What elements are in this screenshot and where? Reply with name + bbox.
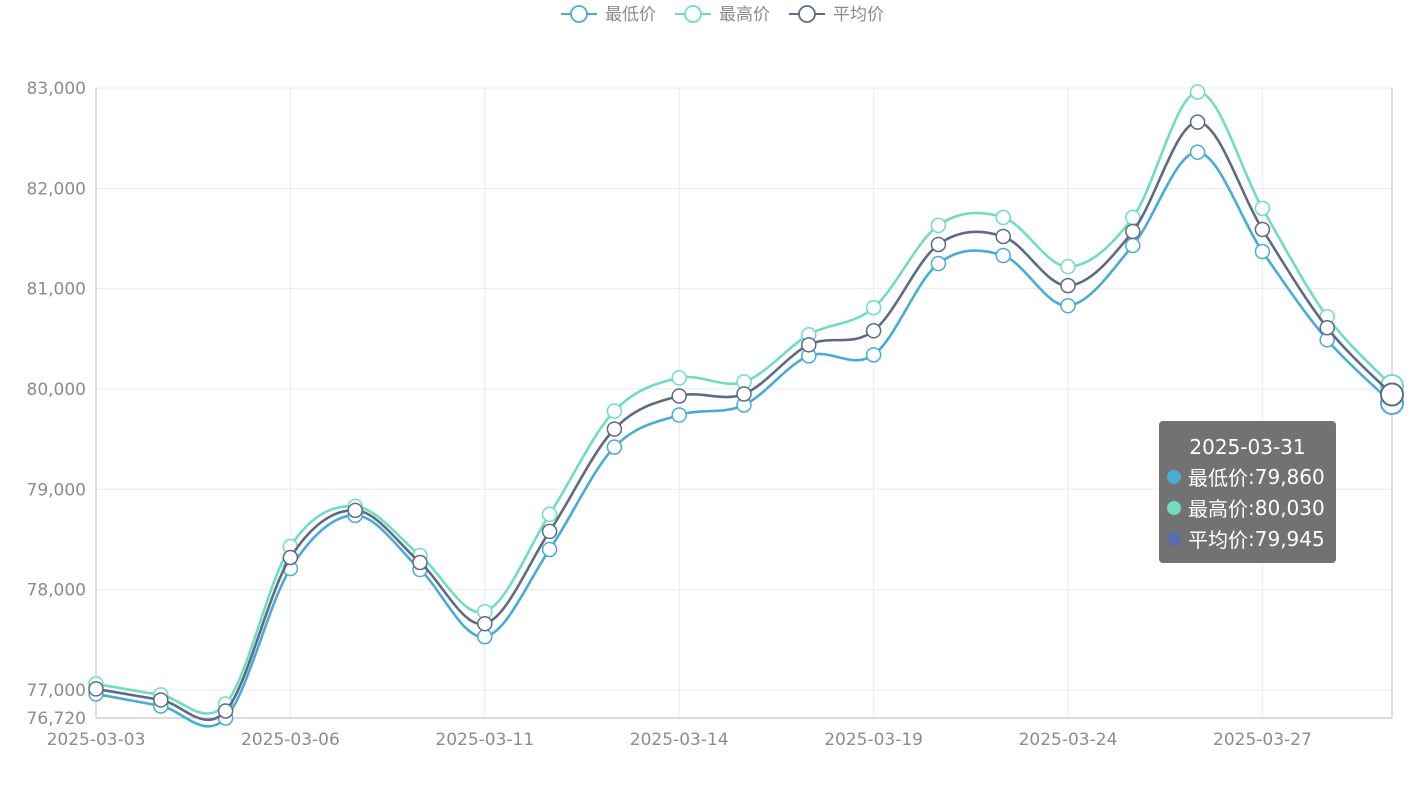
tooltip-separator: :	[1248, 464, 1255, 489]
data-point-avg[interactable]	[541, 523, 558, 540]
data-point-low[interactable]	[1189, 144, 1206, 160]
data-point-avg[interactable]	[153, 692, 169, 708]
legend-item-low[interactable]: 最低价	[561, 5, 656, 25]
y-tick-label: 83,000	[27, 79, 86, 99]
x-tick-label: 2025-03-06	[241, 730, 340, 750]
tooltip-row-high: 最高价: 80,030	[1159, 492, 1336, 523]
y-tick-label: 77,000	[27, 681, 86, 701]
data-point-high[interactable]	[606, 403, 623, 419]
data-point-avg[interactable]	[865, 323, 882, 339]
data-point-high[interactable]	[1189, 84, 1206, 100]
legend[interactable]: 最低价 最高价 平均价	[561, 5, 884, 25]
data-point-avg[interactable]	[1319, 320, 1335, 336]
data-point-avg[interactable]	[1380, 382, 1404, 407]
y-tick-label: 79,000	[27, 480, 86, 500]
grid-layer	[96, 87, 1392, 718]
data-point-avg[interactable]	[1125, 223, 1141, 240]
data-point-high[interactable]	[671, 370, 687, 386]
data-point-high[interactable]	[865, 299, 882, 316]
data-point-avg[interactable]	[88, 681, 104, 697]
data-point-low[interactable]	[1060, 297, 1076, 314]
data-point-avg[interactable]	[801, 337, 817, 353]
data-point-avg[interactable]	[347, 502, 363, 519]
legend-marker-high	[684, 5, 702, 23]
data-point-avg[interactable]	[1060, 277, 1076, 294]
legend-marker-low	[570, 5, 588, 23]
data-point-low[interactable]	[541, 541, 558, 558]
data-point-avg[interactable]	[412, 554, 428, 571]
x-tick-label: 2025-03-19	[824, 730, 923, 750]
series-avg	[88, 114, 1404, 722]
data-point-low[interactable]	[1125, 237, 1141, 254]
series-layer	[88, 84, 1404, 728]
x-tick-label: 2025-03-03	[47, 730, 146, 750]
legend-item-high[interactable]: 最高价	[675, 5, 770, 25]
tooltip-row-low: 最低价: 79,860	[1159, 461, 1336, 492]
data-point-high[interactable]	[995, 209, 1011, 226]
y-axis-min-label: 76,720	[27, 709, 86, 729]
data-point-low[interactable]	[606, 439, 623, 455]
tooltip-high-value: 80,030	[1254, 495, 1325, 520]
tooltip-high-dot	[1167, 500, 1181, 515]
data-point-avg[interactable]	[995, 228, 1011, 245]
data-point-low[interactable]	[671, 407, 687, 423]
tooltip-low-name: 最低价	[1188, 466, 1248, 490]
data-point-avg[interactable]	[736, 386, 752, 402]
tooltip-separator: :	[1248, 526, 1255, 551]
legend-label-avg: 平均价	[833, 5, 884, 25]
y-tick-label: 82,000	[27, 179, 86, 199]
data-point-low[interactable]	[1254, 243, 1271, 260]
tooltip-avg-value: 79,945	[1254, 526, 1325, 551]
data-point-avg[interactable]	[217, 703, 234, 719]
tooltip-low-value: 79,860	[1254, 464, 1325, 489]
legend-label-low: 最低价	[605, 5, 656, 25]
x-tick-label: 2025-03-14	[630, 730, 729, 750]
tooltip-row-avg: 平均价: 79,945	[1159, 523, 1336, 554]
axis-layer: 77,000 78,000 79,000 80,000 81,000 82,000 83,0…	[27, 79, 1393, 750]
data-point-high[interactable]	[1060, 258, 1076, 275]
legend-label-high: 最高价	[719, 5, 770, 25]
x-tick-label: 2025-03-11	[435, 730, 534, 750]
y-tick-label: 80,000	[27, 380, 86, 400]
tooltip-separator: :	[1248, 495, 1255, 520]
x-tick-label: 2025-03-24	[1019, 730, 1118, 750]
data-point-high[interactable]	[541, 506, 558, 523]
tooltip-date: 2025-03-31	[1189, 435, 1306, 459]
chart-tooltip: 2025-03-31 最低价: 79,860 最高价: 80,030 平均价: …	[1159, 421, 1336, 563]
y-tick-label: 81,000	[27, 280, 86, 300]
y-tick-label: 78,000	[27, 581, 86, 601]
data-point-high[interactable]	[1254, 200, 1271, 217]
data-point-avg[interactable]	[1254, 221, 1271, 238]
data-point-avg[interactable]	[671, 388, 687, 404]
x-tick-label: 2025-03-27	[1213, 730, 1312, 750]
data-point-avg[interactable]	[477, 615, 493, 632]
tooltip-avg-name: 平均价	[1188, 528, 1248, 552]
data-point-low[interactable]	[865, 347, 882, 363]
legend-marker-avg	[798, 5, 816, 23]
data-point-avg[interactable]	[930, 236, 947, 253]
series-low	[88, 144, 1404, 728]
data-point-low[interactable]	[477, 628, 493, 645]
tooltip-high-name: 最高价	[1188, 497, 1248, 521]
data-point-avg[interactable]	[1189, 114, 1206, 130]
tooltip-avg-dot	[1167, 531, 1181, 546]
data-point-low[interactable]	[930, 255, 947, 272]
legend-item-avg[interactable]: 平均价	[789, 5, 884, 25]
data-point-low[interactable]	[995, 247, 1011, 264]
data-point-avg[interactable]	[606, 421, 623, 437]
data-point-high[interactable]	[930, 217, 947, 234]
tooltip-low-dot	[1167, 469, 1181, 484]
data-point-avg[interactable]	[282, 549, 299, 566]
